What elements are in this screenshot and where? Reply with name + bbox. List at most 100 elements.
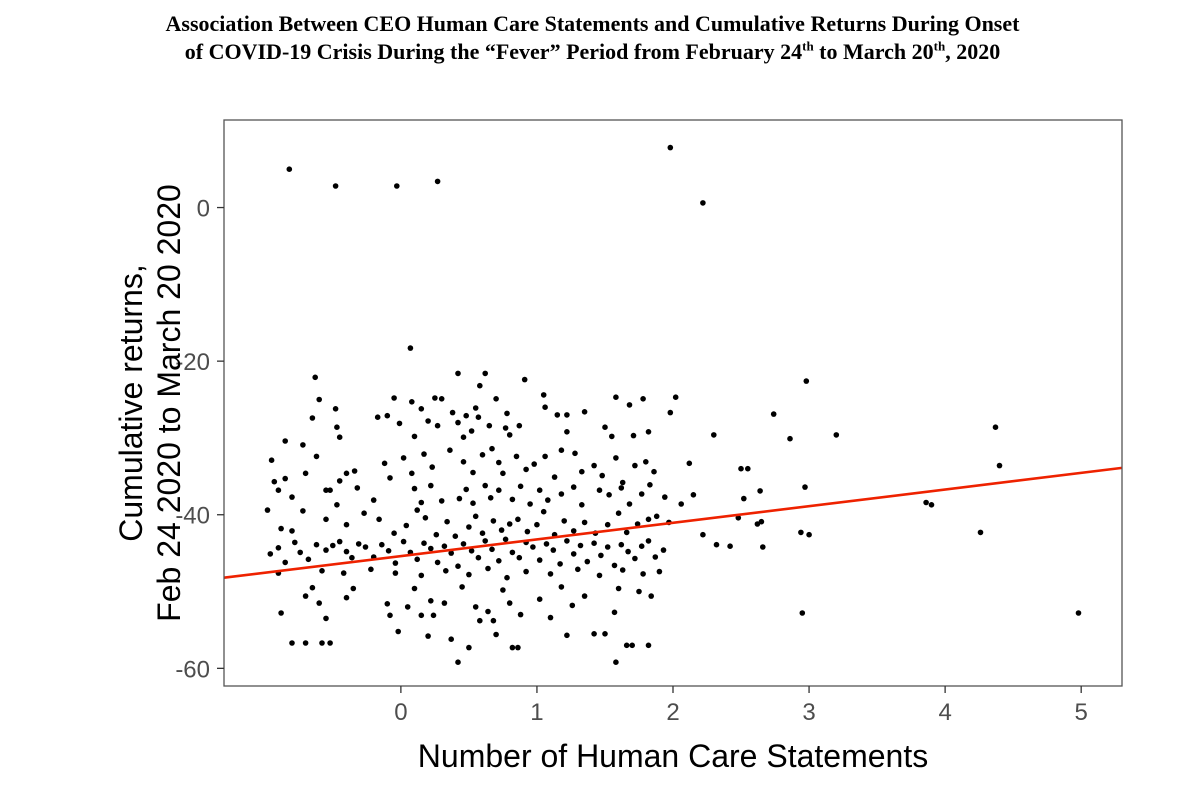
data-point xyxy=(434,422,441,429)
data-point xyxy=(485,565,491,572)
data-point xyxy=(667,144,674,151)
data-point xyxy=(516,554,523,561)
data-point xyxy=(536,487,543,494)
data-point xyxy=(557,561,563,567)
data-point xyxy=(558,584,565,590)
data-point xyxy=(434,559,441,566)
data-point xyxy=(433,531,440,538)
y-axis-label-line2: Feb 24 2020 to March 20 2020 xyxy=(151,184,187,622)
data-point xyxy=(429,464,436,470)
data-point xyxy=(606,492,612,498)
data-point xyxy=(579,468,585,475)
data-point xyxy=(543,541,550,547)
data-point xyxy=(678,501,684,507)
data-point xyxy=(407,345,414,351)
data-point xyxy=(806,531,812,538)
data-point xyxy=(602,424,608,431)
data-point xyxy=(521,376,528,383)
data-point xyxy=(629,642,635,649)
data-point xyxy=(524,528,531,535)
data-point xyxy=(289,528,295,534)
data-point xyxy=(376,516,382,523)
data-point xyxy=(475,414,482,421)
data-point xyxy=(302,640,309,646)
data-point xyxy=(741,495,747,502)
data-point xyxy=(667,409,674,416)
data-point xyxy=(636,588,642,595)
data-point xyxy=(418,406,425,412)
data-point xyxy=(623,642,630,649)
data-point xyxy=(672,394,679,401)
data-point xyxy=(297,549,304,556)
data-point xyxy=(292,539,298,546)
data-point xyxy=(387,475,393,481)
data-point xyxy=(570,528,577,534)
data-point xyxy=(428,598,434,604)
data-point xyxy=(570,551,577,557)
data-point xyxy=(422,515,429,521)
data-point xyxy=(323,516,329,523)
data-point xyxy=(354,485,361,491)
data-point xyxy=(596,487,603,494)
data-point xyxy=(411,485,418,492)
data-point xyxy=(584,558,591,565)
x-tick-label: 2 xyxy=(666,699,679,726)
data-point xyxy=(613,455,619,461)
data-point xyxy=(602,631,608,637)
data-point xyxy=(448,636,455,642)
data-point xyxy=(727,543,733,549)
data-point xyxy=(409,399,415,405)
data-point xyxy=(591,540,597,546)
data-point xyxy=(530,544,536,550)
data-point xyxy=(536,557,543,563)
data-point xyxy=(385,548,392,554)
data-point xyxy=(456,495,463,502)
data-point xyxy=(455,370,461,377)
data-point xyxy=(486,422,493,429)
data-point xyxy=(414,507,421,513)
data-point xyxy=(392,560,399,566)
data-point xyxy=(394,183,400,189)
data-point xyxy=(327,640,333,646)
data-point xyxy=(581,593,588,599)
data-point xyxy=(411,433,418,440)
data-point xyxy=(332,406,339,412)
data-point xyxy=(282,475,289,482)
data-point xyxy=(509,644,516,651)
data-point xyxy=(490,617,497,624)
data-point xyxy=(504,410,510,417)
data-point xyxy=(713,541,720,548)
data-point xyxy=(361,510,367,516)
data-point xyxy=(323,615,329,622)
data-point xyxy=(770,411,777,417)
data-point xyxy=(490,518,497,524)
data-point xyxy=(409,470,415,477)
data-point xyxy=(395,628,402,635)
data-point xyxy=(923,499,929,506)
data-point xyxy=(452,533,459,539)
data-point xyxy=(343,470,350,477)
data-point xyxy=(613,659,619,665)
x-axis-label: Number of Human Care Statements xyxy=(418,738,928,774)
data-point xyxy=(570,484,577,490)
data-point xyxy=(477,382,483,389)
data-point xyxy=(282,438,289,444)
data-point xyxy=(625,548,631,555)
data-point xyxy=(509,496,516,503)
data-point xyxy=(349,554,355,561)
data-point xyxy=(479,452,486,458)
data-point xyxy=(336,478,343,484)
data-point xyxy=(444,518,450,525)
data-point xyxy=(498,527,505,533)
data-point xyxy=(316,396,323,403)
data-point xyxy=(581,519,588,526)
data-point xyxy=(545,497,551,503)
data-point xyxy=(336,538,343,545)
data-point xyxy=(558,447,565,454)
data-point xyxy=(506,600,513,606)
data-point xyxy=(542,453,548,460)
regression-line xyxy=(223,466,1123,580)
data-point xyxy=(613,394,619,401)
data-point xyxy=(558,491,565,497)
data-point xyxy=(472,604,479,610)
